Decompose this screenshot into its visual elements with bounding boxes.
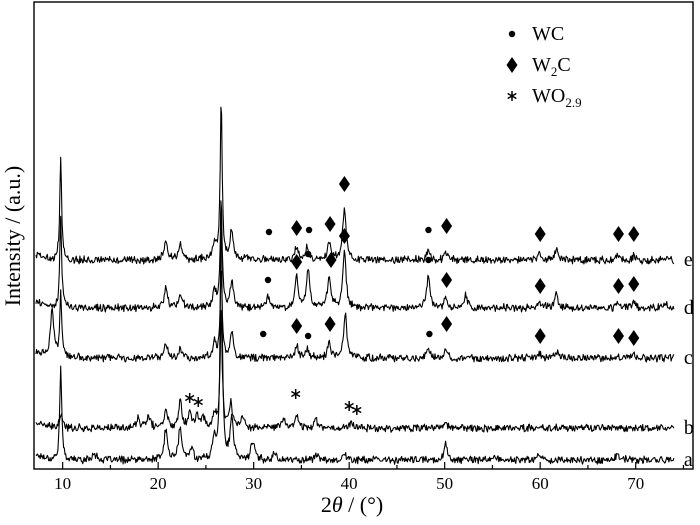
x-tick-label: 70 — [627, 474, 644, 493]
x-tick-label: 30 — [245, 474, 262, 493]
x-tick-label: 60 — [532, 474, 549, 493]
series-c-diamond-marker — [324, 316, 336, 332]
legend-label: W2C — [532, 54, 571, 79]
series-a-label: a — [684, 449, 693, 471]
series-c-label: c — [684, 347, 693, 369]
series-c-diamond-marker — [441, 316, 453, 332]
series-c-circle-marker — [304, 332, 312, 340]
series-e-diamond-marker — [628, 226, 640, 242]
series-d-diamond-marker — [534, 278, 546, 294]
series-b-asterisk-marker — [184, 393, 195, 403]
y-axis-label: Intensity / (a.u.) — [0, 166, 25, 307]
legend: WC W2C WO2.9 — [506, 23, 582, 110]
phase-markers — [184, 176, 640, 415]
series-traces — [35, 106, 675, 465]
series-d-diamond-marker — [628, 276, 640, 292]
series-b-asterisk-marker — [193, 397, 203, 407]
series-d-circle-marker — [425, 256, 432, 264]
series-e-circle-marker — [305, 226, 313, 234]
series-d-diamond-marker — [613, 278, 625, 294]
plot-frame — [33, 1, 694, 470]
series-c-circle-marker — [260, 330, 267, 338]
x-tick-label: 50 — [436, 474, 453, 493]
series-b-label: b — [684, 417, 694, 439]
series-c-trace — [35, 270, 675, 363]
series-e-trace — [35, 106, 675, 265]
series-d-diamond-marker — [325, 252, 337, 268]
series-labels: ab c d e — [684, 249, 694, 471]
series-d-diamond-marker — [291, 254, 303, 270]
legend-asterisk-icon — [507, 91, 517, 101]
series-c-diamond-marker — [628, 330, 640, 346]
legend-label: WC — [532, 23, 564, 45]
series-e-diamond-marker — [338, 176, 350, 192]
series-c-diamond-marker — [613, 328, 625, 344]
series-d-diamond-marker — [338, 228, 350, 244]
legend-label: WO2.9 — [532, 85, 582, 110]
series-c-diamond-marker — [291, 318, 303, 334]
series-b-trace — [35, 310, 675, 433]
series-e-diamond-marker — [324, 216, 336, 232]
legend-diamond-icon — [506, 57, 518, 73]
series-b-asterisk-marker — [352, 405, 362, 415]
series-a-trace — [35, 211, 675, 465]
series-e-diamond-marker — [534, 226, 546, 242]
x-tick-label: 40 — [341, 474, 358, 493]
series-d-diamond-marker — [441, 272, 453, 288]
series-e-diamond-marker — [291, 220, 303, 236]
series-e-circle-marker — [265, 228, 273, 236]
series-d-trace — [35, 200, 675, 313]
series-d-circle-marker — [304, 250, 312, 258]
series-b-asterisk-marker — [290, 389, 301, 399]
x-axis-ticks: 10 20 30 40 50 60 70 — [54, 462, 685, 493]
series-e-diamond-marker — [613, 226, 625, 242]
x-tick-label: 10 — [54, 474, 71, 493]
x-axis-label: 2θ / (°) — [321, 492, 383, 517]
series-e-diamond-marker — [441, 218, 453, 234]
series-e-label: e — [684, 249, 693, 271]
series-d-circle-marker — [264, 276, 272, 284]
series-b-asterisk-marker — [344, 401, 354, 411]
series-c-circle-marker — [426, 330, 433, 338]
x-tick-label: 20 — [150, 474, 167, 493]
series-e-circle-marker — [425, 226, 432, 234]
series-d-label: d — [684, 297, 694, 319]
series-c-diamond-marker — [534, 328, 546, 344]
legend-circle-icon — [508, 30, 516, 38]
